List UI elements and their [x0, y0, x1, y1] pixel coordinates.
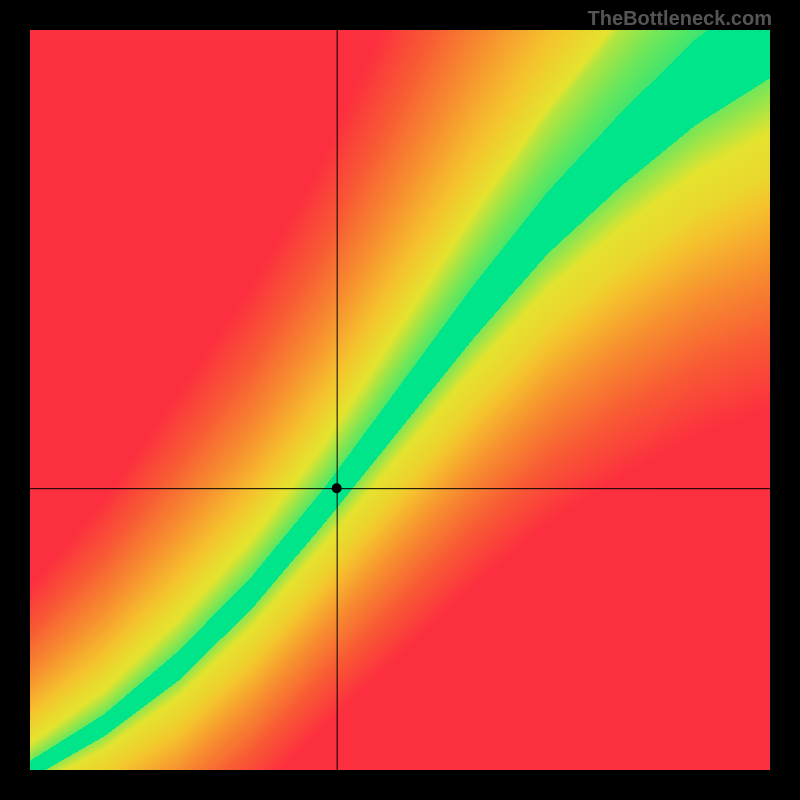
heatmap-canvas — [30, 30, 770, 770]
watermark-text: TheBottleneck.com — [588, 8, 772, 31]
heatmap-plot — [30, 30, 770, 770]
